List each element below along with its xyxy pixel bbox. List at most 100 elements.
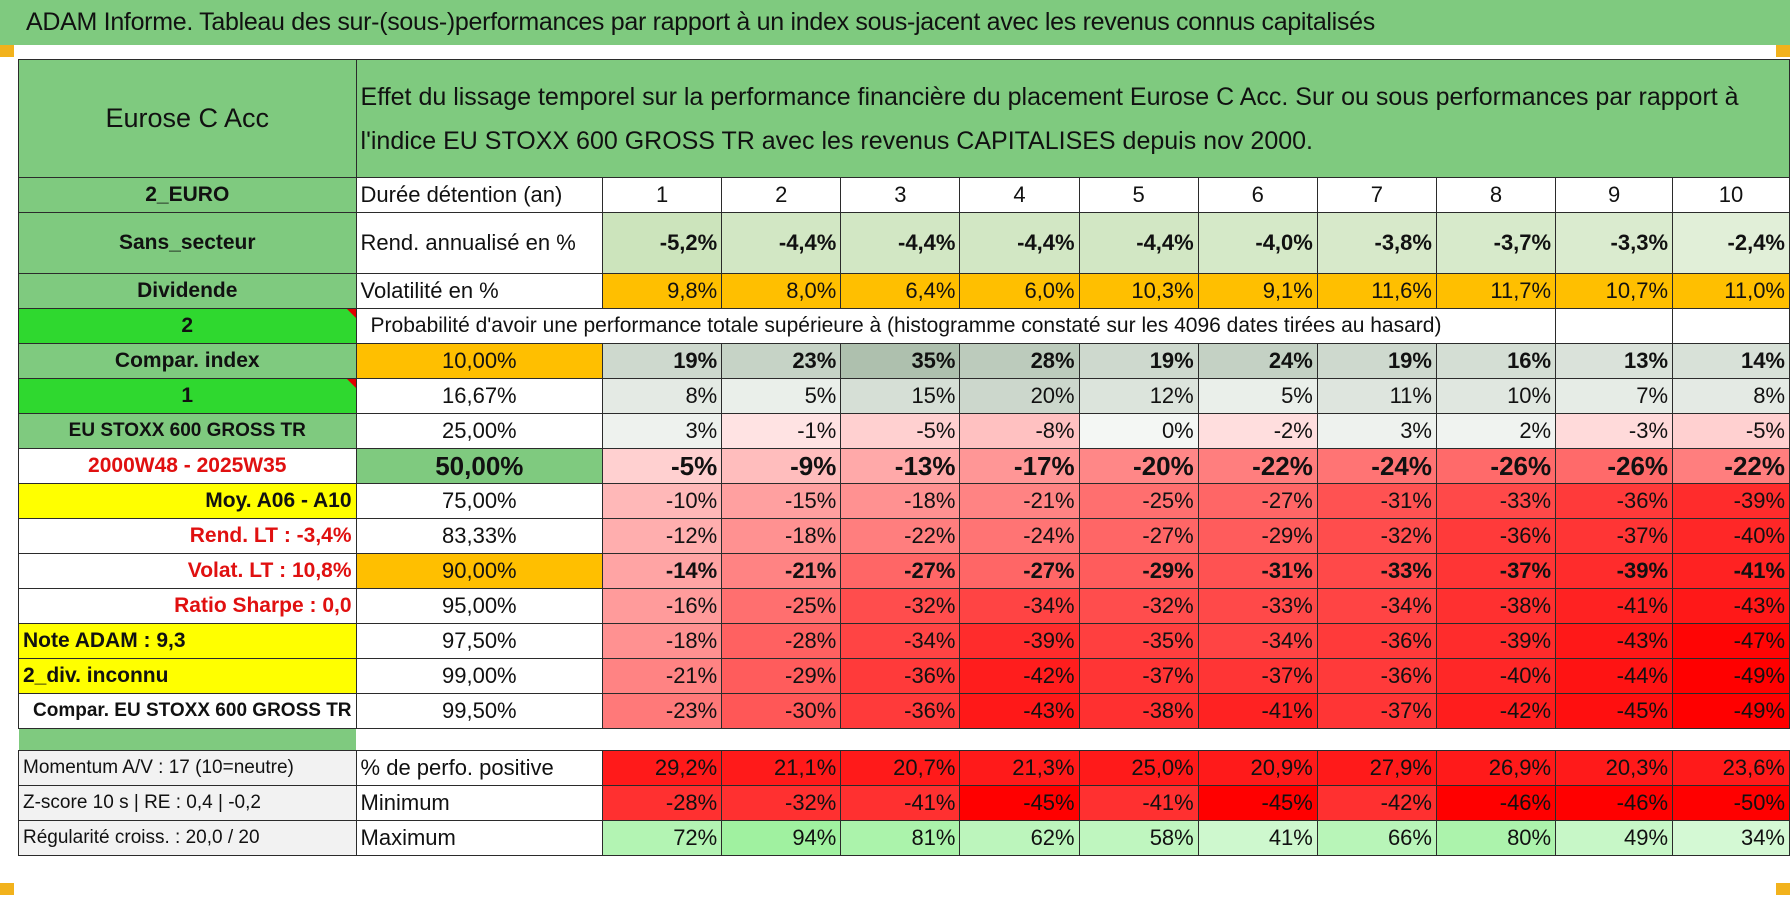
probability-value: 19% [602,343,723,379]
pos-value: 23,6% [1672,750,1790,786]
year-header: 5 [1078,177,1199,213]
fund-name: Eurose C Acc [18,59,357,178]
probability-value: -3% [1555,413,1674,449]
min-value: -45% [1197,785,1318,821]
probability-value: -5% [1672,413,1790,449]
year-header: 6 [1197,177,1318,213]
pos-value: 21,3% [959,750,1080,786]
probability-value: -36% [1435,518,1557,554]
probability-value: -27% [840,553,961,589]
probability-value: 10% [1435,378,1557,414]
probability-value: -33% [1316,553,1437,589]
proba-header-row: 2 Probabilité d'avoir une performance to… [18,308,1790,344]
pos-value: 27,9% [1316,750,1437,786]
momentum-label: Momentum A/V : 17 (10=neutre) [18,750,357,786]
rend-value: -4,4% [1078,212,1199,274]
probability-value: -8% [959,413,1080,449]
proba-row: Note ADAM : 9,3 97,50% -18% -28% -34% -39% -35… [18,623,1790,659]
regularite-label: Régularité croiss. : 20,0 / 20 [18,820,357,856]
spacer-cell [721,728,841,751]
table-description: Effet du lissage temporel sur la perform… [355,59,1790,178]
probability-value: -2% [1197,413,1318,449]
probability-value: 5% [721,378,842,414]
probability-value: 7% [1555,378,1674,414]
volat-value: 11,6% [1316,273,1437,309]
pos-label: % de perfo. positive [355,750,604,786]
probability-value: -24% [959,518,1080,554]
probability-value: -30% [721,693,842,729]
probability-value: 16% [1435,343,1557,379]
probability-value: -40% [1672,518,1790,554]
probability-value: 24% [1197,343,1318,379]
probability-level: 90,00% [355,553,604,589]
probability-value: -1% [721,413,842,449]
probability-value: 20% [959,378,1080,414]
spacer-cell [18,728,357,751]
probability-value: -21% [959,483,1080,519]
performance-table: Eurose C Acc Effet du lissage temporel s… [18,59,1790,856]
volat-lt-label: Volat. LT : 10,8% [18,553,357,589]
probability-value: -38% [1435,588,1557,624]
probability-level: 97,50% [355,623,604,659]
pos-value: 21,1% [721,750,842,786]
probability-level: 16,67% [355,378,604,414]
volat-value: 9,8% [602,273,723,309]
probability-value: 0% [1078,413,1199,449]
probability-level: 50,00% [355,448,604,484]
min-row: Z-score 10 s | RE : 0,4 | -0,2 Minimum -28… [18,785,1790,821]
sector-label: Sans_secteur [18,212,357,274]
probability-value: -17% [959,448,1080,484]
div-status-label: 2_div. inconnu [18,658,357,694]
min-value: -41% [1078,785,1199,821]
proba-row: 2000W48 - 2025W35 50,00% -5% -9% -13% -17% -20… [18,448,1790,484]
rend-value: -4,0% [1197,212,1318,274]
probability-value: 23% [721,343,842,379]
probability-value: 28% [959,343,1080,379]
volat-label: Volatilité en % [355,273,604,309]
probability-value: 19% [1316,343,1437,379]
probability-value: -40% [1435,658,1557,694]
rend-value: -3,3% [1555,212,1674,274]
probability-value: -18% [602,623,723,659]
proba-row: Rend. LT : -3,4% 83,33% -12% -18% -22% -24% -2… [18,518,1790,554]
probability-level: 75,00% [355,483,604,519]
pos-value: 20,3% [1555,750,1674,786]
zscore-label: Z-score 10 s | RE : 0,4 | -0,2 [18,785,357,821]
probability-value: -23% [602,693,723,729]
probability-value: -43% [1555,623,1674,659]
rend-value: -3,8% [1316,212,1437,274]
probability-value: 5% [1197,378,1318,414]
min-value: -46% [1435,785,1557,821]
min-label: Minimum [355,785,604,821]
probability-value: -36% [1316,623,1437,659]
rend-value: -2,4% [1672,212,1790,274]
dividend-label: Dividende [18,273,357,309]
probability-value: -5% [840,413,961,449]
probability-value: -37% [1555,518,1674,554]
empty-cell [1555,308,1674,344]
rend-value: -3,7% [1435,212,1557,274]
probability-value: -16% [602,588,723,624]
probability-value: -43% [959,693,1080,729]
probability-value: -5% [602,448,723,484]
max-value: 66% [1316,820,1437,856]
min-value: -41% [840,785,961,821]
volat-value: 10,7% [1555,273,1674,309]
probability-value: 12% [1078,378,1199,414]
probability-value: -13% [840,448,961,484]
count-cell-1: 1 [18,378,357,414]
pos-value: 26,9% [1435,750,1557,786]
probability-value: 2% [1435,413,1557,449]
year-header: 8 [1435,177,1557,213]
empty-cell [1672,308,1790,344]
probability-value: -37% [1078,658,1199,694]
proba-row: Ratio Sharpe : 0,0 95,00% -16% -25% -32% -34%… [18,588,1790,624]
probability-value: -39% [1555,553,1674,589]
volat-value: 6,4% [840,273,961,309]
spacer-cell [840,728,960,751]
max-value: 49% [1555,820,1674,856]
min-value: -45% [959,785,1080,821]
max-value: 80% [1435,820,1557,856]
corner-marker-bottom-right [1776,883,1790,895]
probability-value: 3% [602,413,723,449]
